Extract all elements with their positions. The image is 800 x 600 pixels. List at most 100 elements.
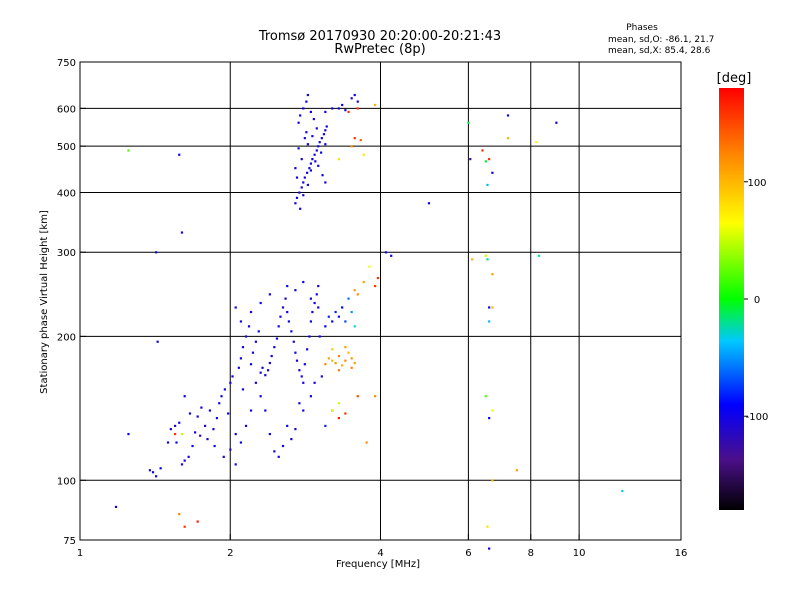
data-point — [303, 363, 306, 366]
data-point — [321, 174, 324, 177]
data-point — [324, 129, 327, 132]
data-point — [488, 158, 491, 161]
x-tick-label: 1 — [77, 548, 83, 559]
data-point — [306, 348, 309, 351]
data-point — [292, 340, 295, 343]
data-point — [286, 284, 289, 288]
data-point — [300, 375, 303, 378]
data-point — [254, 381, 257, 384]
data-point — [337, 416, 341, 420]
data-point — [341, 364, 344, 367]
data-point — [353, 361, 356, 365]
data-point — [337, 158, 341, 161]
y-tick-label: 100 — [57, 476, 76, 487]
data-point — [306, 143, 309, 146]
data-point — [368, 265, 371, 268]
data-point — [337, 107, 341, 110]
data-point — [309, 169, 312, 172]
data-point — [350, 97, 353, 100]
data-point — [294, 289, 297, 292]
data-point — [273, 346, 276, 349]
data-point — [347, 297, 350, 300]
data-point — [374, 284, 377, 288]
data-point — [315, 149, 318, 152]
data-point — [156, 340, 159, 343]
data-point — [535, 141, 538, 144]
data-point — [188, 412, 192, 415]
data-point — [264, 409, 267, 412]
data-point — [317, 145, 320, 148]
data-point — [331, 359, 334, 362]
data-point — [308, 167, 311, 170]
data-point — [298, 191, 301, 194]
data-point — [621, 489, 624, 493]
data-point — [359, 139, 362, 142]
data-point — [259, 301, 262, 305]
data-point — [227, 412, 230, 415]
data-point — [491, 273, 494, 276]
data-point — [247, 325, 251, 328]
data-point — [311, 310, 314, 314]
data-point — [427, 202, 431, 205]
data-point — [148, 469, 152, 472]
data-point — [337, 402, 341, 405]
data-point — [159, 467, 162, 470]
data-point — [215, 416, 219, 420]
data-point — [302, 107, 305, 110]
data-point — [300, 158, 303, 161]
legend-line-o: mean, sd,O: -86.1, 21.7 — [608, 35, 714, 45]
data-point — [239, 357, 243, 360]
data-point — [295, 196, 299, 199]
data-point — [244, 424, 248, 428]
data-point — [180, 231, 184, 234]
data-point — [350, 366, 353, 369]
data-point — [194, 431, 197, 434]
data-point — [334, 361, 337, 365]
colorbar-label: [deg] — [717, 71, 752, 86]
data-point — [362, 153, 365, 156]
data-point — [218, 402, 221, 405]
data-point — [281, 444, 285, 448]
data-point — [488, 320, 491, 323]
data-point — [353, 93, 356, 97]
y-tick-label: 600 — [57, 104, 76, 115]
data-point — [305, 131, 308, 134]
colorbar-tick-label: 100 — [747, 178, 766, 189]
data-point — [481, 149, 484, 152]
chart-title: Tromsø 20170930 20:20:00-20:21:43 — [258, 29, 501, 44]
data-point — [327, 315, 330, 318]
data-point — [208, 409, 212, 412]
data-point — [309, 162, 312, 165]
data-point — [175, 441, 178, 444]
data-point — [312, 117, 315, 121]
data-point — [237, 366, 240, 369]
data-point — [270, 354, 273, 358]
data-point — [350, 145, 353, 148]
data-point — [196, 520, 199, 523]
data-point — [261, 366, 264, 369]
data-point — [469, 158, 472, 161]
data-point — [356, 107, 359, 110]
data-point — [173, 424, 177, 428]
legend-heading: Phases — [626, 23, 658, 33]
data-point — [308, 335, 311, 338]
data-point — [313, 301, 316, 305]
data-point — [324, 143, 327, 146]
data-point — [315, 127, 318, 130]
data-point — [305, 100, 308, 103]
y-tick-label: 400 — [57, 188, 76, 199]
data-point — [183, 395, 186, 398]
data-point — [302, 181, 305, 184]
data-point — [344, 346, 347, 349]
data-point — [486, 183, 489, 187]
y-tick-label: 75 — [63, 536, 76, 547]
data-point — [309, 320, 312, 323]
data-point — [341, 103, 344, 107]
data-point — [320, 375, 323, 378]
data-point — [229, 448, 232, 451]
data-point — [484, 395, 487, 398]
data-point — [322, 133, 326, 136]
data-point — [249, 409, 253, 412]
data-point — [196, 415, 199, 418]
data-point — [347, 110, 350, 114]
